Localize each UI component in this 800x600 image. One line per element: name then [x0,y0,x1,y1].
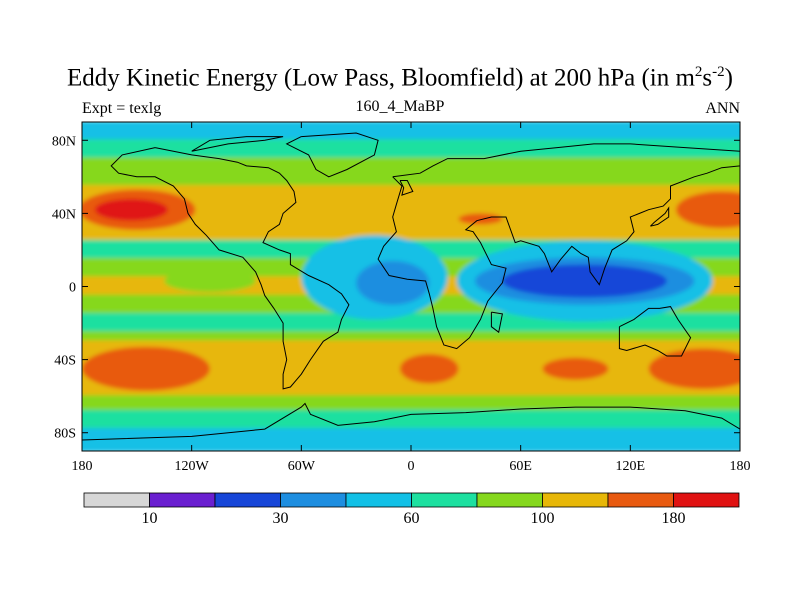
y-tick-label-0: 80N [52,134,76,149]
coastline-uk [399,180,414,196]
field-blob-asia-jet [458,213,503,225]
title-sup-2: -2 [712,64,725,80]
title-sup-1: 2 [694,64,703,80]
field-blob-s-indian-jet [648,348,740,389]
y-tick-label-2: 0 [69,281,76,296]
colorbar-box-7 [542,492,609,508]
x-tick-label-2: 60W [288,459,316,474]
colorbar-box-8 [607,492,674,508]
colorbar-box-4 [345,492,412,508]
coastline-antarctica [82,402,740,441]
colorbar-box-5 [411,492,478,508]
field-band-11 [82,395,740,412]
x-tick-label-3: 0 [408,459,415,474]
colorbar-box-6 [476,492,543,508]
colorbar-box-1 [149,492,216,508]
x-tick-label-0: 180 [72,459,93,474]
axes: 180 120W 60W 0 60E 120E 180 80N 40N 0 40S 80S [52,122,751,474]
colorbar-box-9 [673,492,740,508]
field-blob-eq-south-america-core [356,260,430,305]
colorbar-label-4: 180 [662,510,686,527]
field-blob-s-pacific-jet [82,346,210,391]
field-blob-n-pacific-core [94,198,168,221]
colorbar-label-2: 60 [404,510,420,527]
field-band-9 [82,331,740,343]
coastline-continent-east [377,143,740,350]
colorbar-label-3: 100 [531,510,555,527]
field-band-8 [82,312,740,334]
field-band-2 [82,157,740,187]
coastline-japan [650,206,670,227]
x-tick-label-1: 120W [175,459,210,474]
field-band-13 [82,428,740,451]
x-tick-label-4: 60E [509,459,532,474]
season-label: ANN [705,100,740,117]
chart-title: Eddy Kinetic Energy (Low Pass, Bloomfiel… [0,64,800,92]
field-band-12 [82,409,740,431]
field-blob-s-indian-jet-2 [542,357,609,380]
colorbar-label-0: 10 [142,510,158,527]
coastlines [82,132,740,441]
coastline-greenland [285,132,379,178]
x-tick-label-6: 180 [730,459,751,474]
coastline-madagascar [490,311,503,334]
title-text: Eddy Kinetic Energy (Low Pass, Bloomfiel… [67,64,695,92]
eke-field [82,122,740,451]
y-tick-label-1: 40N [52,207,76,222]
title-text-close: ) [724,64,733,92]
field-blob-n-atlantic-jet [676,191,740,229]
colorbar: 10 30 60 100 180 [83,492,740,527]
colorbar-label-1: 30 [273,510,289,527]
x-tick-label-5: 120E [616,459,646,474]
colorbar-box-0 [83,492,150,508]
coastline-continent-west [110,147,350,390]
coastline-canadian-arctic-islands [191,136,284,152]
coastline-australia [618,306,692,357]
experiment-label: Expt = texlg [82,100,162,117]
field-band-1 [82,139,740,160]
field-blob-eq-pacific [164,270,256,292]
y-tick-label-3: 40S [54,354,76,369]
field-blob-eq-indian-core [502,264,667,298]
case-label: 160_4_MaBP [355,98,445,115]
y-tick-label-4: 80S [54,427,76,442]
title-text-mid: s [702,64,713,92]
colorbar-box-2 [214,492,281,508]
field-blob-s-atlantic-jet [400,354,459,384]
colorbar-box-3 [280,492,347,508]
